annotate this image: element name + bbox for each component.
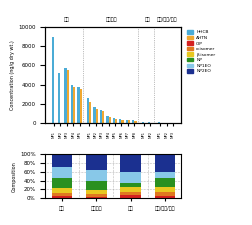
Bar <box>155 187 175 192</box>
Bar <box>80 89 82 123</box>
Bar <box>52 196 72 198</box>
Bar <box>71 85 73 123</box>
Bar <box>155 178 175 187</box>
Y-axis label: Composition: Composition <box>12 161 17 191</box>
Bar <box>132 120 134 123</box>
Bar <box>67 70 69 123</box>
Legend: HHCB, AHTN, CIP, α-isomer, β-isomer, NP, NP1EO, NP2EO: HHCB, AHTN, CIP, α-isomer, β-isomer, NP,… <box>186 29 216 74</box>
Bar <box>148 122 150 123</box>
Bar <box>142 122 144 123</box>
Bar <box>109 117 111 123</box>
Bar <box>120 187 141 192</box>
Bar <box>52 167 72 178</box>
Bar <box>120 183 141 187</box>
Bar <box>155 192 175 196</box>
Bar <box>86 180 107 190</box>
Bar <box>126 120 128 123</box>
Bar <box>52 188 72 193</box>
Bar <box>120 172 141 183</box>
Bar <box>134 121 137 123</box>
Bar <box>52 154 72 167</box>
Bar <box>121 120 124 123</box>
Bar <box>73 86 75 123</box>
Bar <box>128 120 130 123</box>
Bar <box>155 172 175 178</box>
Bar <box>96 109 98 123</box>
Bar <box>106 116 109 123</box>
Bar <box>77 88 80 123</box>
Bar <box>119 119 121 123</box>
Bar <box>102 111 104 123</box>
Bar <box>87 98 89 123</box>
Bar <box>155 154 175 172</box>
Bar <box>120 192 141 195</box>
Bar <box>120 195 141 198</box>
Bar <box>86 154 107 170</box>
Bar <box>86 170 107 180</box>
Bar <box>155 196 175 198</box>
Bar <box>115 119 117 123</box>
Bar <box>52 37 54 123</box>
Bar <box>86 194 107 197</box>
Bar <box>120 154 141 172</box>
Bar <box>93 107 96 123</box>
Bar <box>158 122 160 123</box>
Bar <box>113 118 115 123</box>
Bar <box>65 68 67 123</box>
Bar <box>86 197 107 198</box>
Bar <box>52 193 72 196</box>
Y-axis label: Concentration (ng/g dry wt.): Concentration (ng/g dry wt.) <box>10 40 15 110</box>
Bar <box>100 110 102 123</box>
Bar <box>52 178 72 188</box>
Bar <box>58 73 60 123</box>
Bar <box>86 190 107 194</box>
Bar <box>89 102 91 123</box>
